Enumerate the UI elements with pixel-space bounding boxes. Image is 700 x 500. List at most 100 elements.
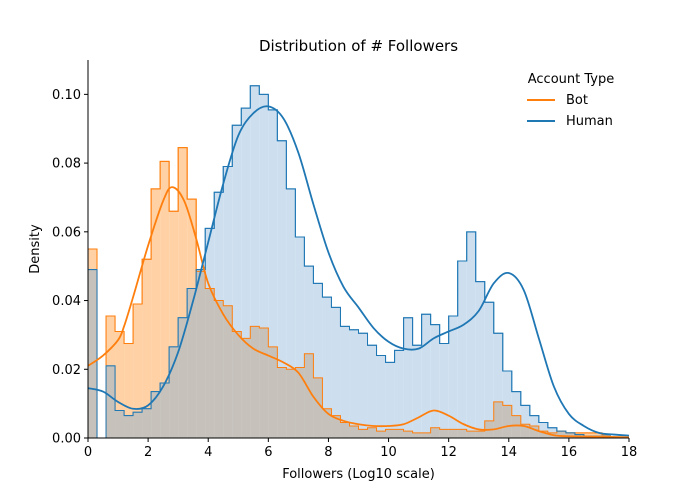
bar-human <box>439 343 449 438</box>
chart-title: Distribution of # Followers <box>259 37 458 55</box>
bar-overlap <box>358 429 368 438</box>
bar-human <box>448 316 458 438</box>
bar-overlap <box>502 405 512 438</box>
x-tick-label: 8 <box>324 445 332 460</box>
bar-human <box>466 231 476 438</box>
legend-label-bot: Bot <box>566 93 588 108</box>
bar-human <box>511 391 521 438</box>
bar-overlap <box>160 383 170 438</box>
bar-overlap <box>376 431 386 438</box>
bar-overlap <box>124 415 134 438</box>
bar-overlap <box>142 408 152 438</box>
bar-bot <box>124 343 134 438</box>
bar-human <box>376 355 386 438</box>
bar-overlap <box>205 288 215 438</box>
y-tick-label: 0.04 <box>52 294 81 309</box>
bar-human <box>295 236 305 438</box>
bar-bot <box>178 147 188 439</box>
bar-overlap <box>457 429 467 438</box>
bar-human <box>502 370 512 438</box>
bar-overlap <box>133 412 143 438</box>
hist-outline-top-bot <box>88 147 611 439</box>
bar-overlap <box>277 367 287 438</box>
bar-human <box>484 302 494 438</box>
bar-overlap <box>448 429 458 438</box>
bar-overlap <box>106 365 116 438</box>
bar-human <box>457 261 467 438</box>
bar-overlap <box>340 422 350 438</box>
axes <box>87 60 629 439</box>
bar-human <box>430 324 440 438</box>
bar-human <box>250 85 260 438</box>
x-tick-label: 6 <box>264 445 272 460</box>
x-tick-label: 0 <box>84 445 92 460</box>
bar-overlap <box>475 431 485 438</box>
x-axis-label: Followers (Log10 scale) <box>282 467 435 482</box>
bar-human <box>268 109 278 438</box>
bar-overlap <box>286 369 296 438</box>
bar-human <box>277 140 287 438</box>
bar-overlap <box>241 338 251 438</box>
bar-overlap <box>187 288 197 438</box>
bar-overlap <box>250 326 260 438</box>
legend-title: Account Type <box>528 72 614 87</box>
bar-human <box>313 283 323 438</box>
bar-overlap <box>556 431 566 438</box>
bar-human <box>385 362 395 438</box>
bar-overlap <box>331 415 341 438</box>
bar-human <box>241 108 251 438</box>
x-tick-label: 16 <box>561 445 578 460</box>
bar-overlap <box>223 305 233 438</box>
x-tick-label: 2 <box>144 445 152 460</box>
bar-bot <box>592 432 602 438</box>
bar-overlap <box>178 317 188 438</box>
bar-overlap <box>394 429 404 438</box>
bar-human <box>259 94 269 438</box>
bar-human <box>493 333 503 438</box>
x-tick-label: 18 <box>621 445 638 460</box>
bar-human <box>403 317 413 438</box>
y-axis-label: Density <box>28 224 43 274</box>
x-tick-label: 14 <box>501 445 518 460</box>
y-tick-label: 0.06 <box>52 225 81 240</box>
bar-bot <box>115 331 125 438</box>
bar-human <box>340 326 350 438</box>
hist-outline-top-human <box>88 85 611 439</box>
bar-overlap <box>304 353 314 438</box>
bar-human <box>367 345 377 438</box>
bar-overlap <box>151 391 161 438</box>
y-tick-label: 0.02 <box>52 363 81 378</box>
bar-overlap <box>430 427 440 438</box>
bar-overlap <box>322 408 332 438</box>
bar-overlap <box>313 377 323 438</box>
x-tick-label: 12 <box>440 445 457 460</box>
bar-bot <box>583 432 593 438</box>
bar-overlap <box>169 346 179 438</box>
bar-overlap <box>511 415 521 438</box>
x-tick-label: 10 <box>380 445 397 460</box>
bar-overlap <box>466 431 476 438</box>
bar-overlap <box>88 269 98 438</box>
bar-overlap <box>196 271 206 438</box>
bar-overlap <box>493 401 503 438</box>
bar-human <box>475 281 485 438</box>
histogram-bars <box>88 85 611 439</box>
bar-human <box>538 422 548 438</box>
bar-overlap <box>232 331 242 438</box>
y-tick-label: 0.00 <box>52 432 81 447</box>
bar-overlap <box>538 431 548 438</box>
bar-bot <box>169 211 179 438</box>
bar-overlap <box>349 425 359 438</box>
kde-line-bot <box>87 186 630 439</box>
kde-curves <box>87 105 630 439</box>
bar-overlap <box>115 410 125 438</box>
bar-bot <box>160 161 170 438</box>
bar-human <box>349 329 359 438</box>
bar-human <box>520 405 530 438</box>
bar-overlap <box>439 429 449 438</box>
bar-human <box>223 166 233 438</box>
bar-overlap <box>214 300 224 438</box>
kde-line-human <box>87 105 630 437</box>
bar-bot <box>151 188 161 438</box>
